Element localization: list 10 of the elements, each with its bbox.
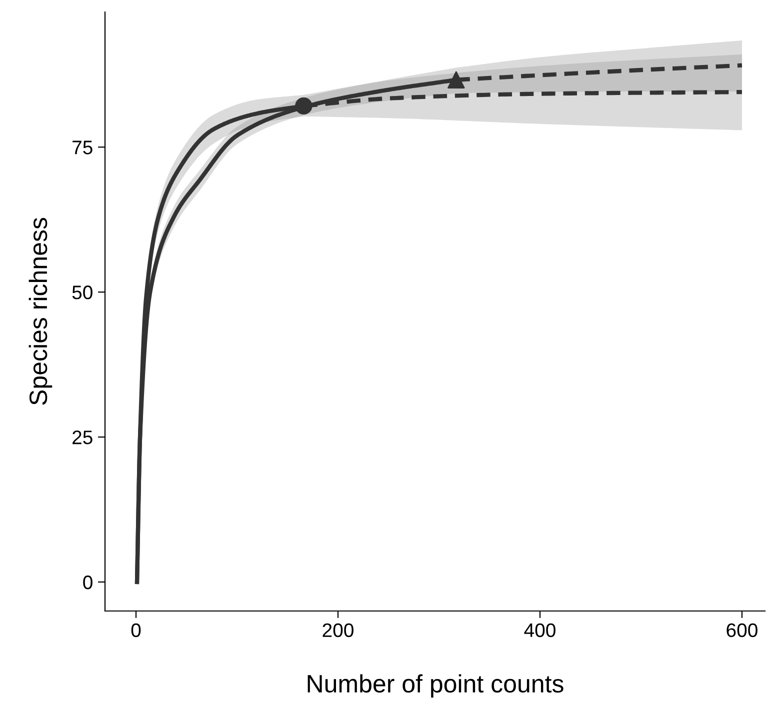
y-tick-label: 50	[72, 286, 92, 300]
y-axis-title: Species richness	[28, 218, 52, 405]
y-tick-label: 0	[83, 575, 92, 590]
x-axis-title: Number of point counts	[308, 674, 564, 698]
x-tick-label: 0	[131, 623, 141, 638]
x-tick-label: 600	[726, 623, 758, 638]
x-tick-label: 400	[524, 623, 556, 638]
x-tick-label: 200	[322, 623, 354, 638]
y-tick-label: 75	[72, 140, 92, 154]
y-tick-label: 25	[72, 430, 92, 444]
